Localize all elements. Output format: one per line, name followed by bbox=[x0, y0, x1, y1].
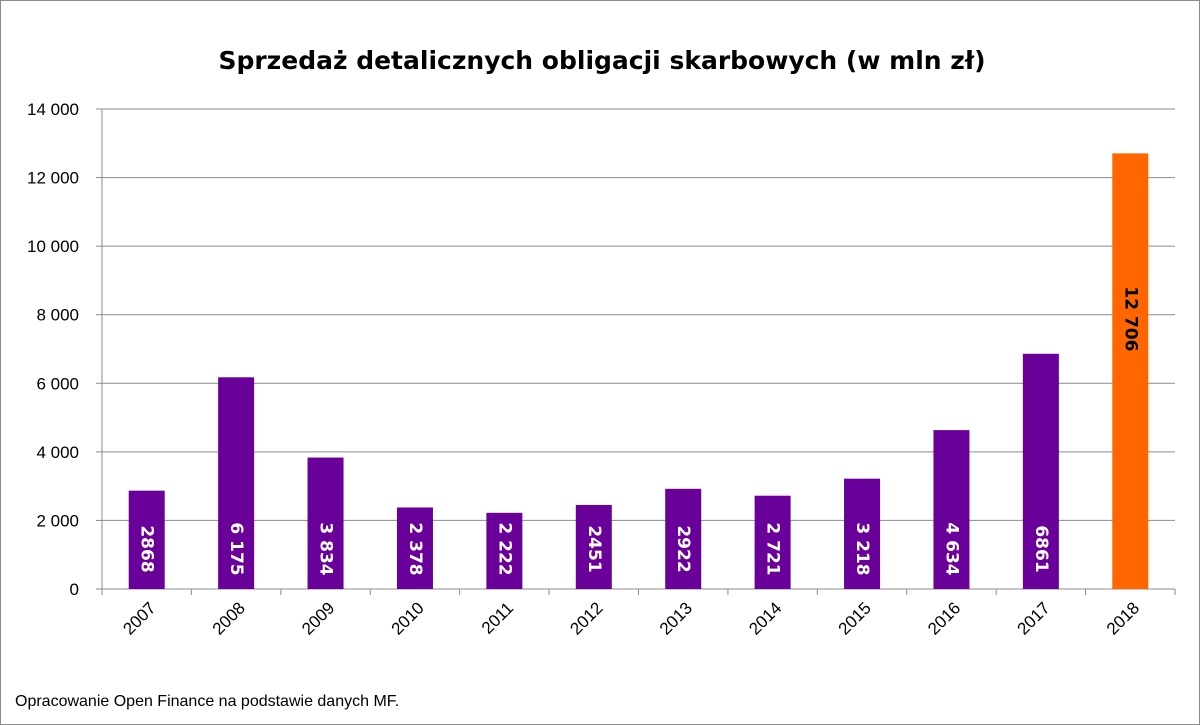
y-tick-label: 0 bbox=[70, 580, 79, 599]
data-label-2014: 2 721 bbox=[763, 522, 783, 575]
source-note: Opracowanie Open Finance na podstawie da… bbox=[15, 693, 399, 710]
y-axis-tick-labels: 0 2 000 4 000 6 000 8 000 10 000 12 000 14 000 bbox=[27, 100, 79, 599]
x-axis-tick-labels: 2007 2008 2009 2010 2011 2012 2013 2014 2015 2016… bbox=[119, 598, 1143, 638]
bar-2009 bbox=[307, 457, 344, 589]
bar-2007 bbox=[128, 490, 165, 589]
bar-2014 bbox=[754, 495, 791, 589]
bar-2008 bbox=[218, 377, 255, 589]
data-label-2008: 6 175 bbox=[226, 522, 246, 575]
chart-title: Sprzedaż detalicznych obligacji skarbowy… bbox=[218, 46, 985, 75]
gridlines bbox=[96, 108, 1176, 595]
x-tick-label: 2015 bbox=[835, 598, 875, 638]
bar-2017 bbox=[1022, 353, 1059, 589]
y-tick-label: 14 000 bbox=[27, 100, 79, 119]
x-tick-label: 2010 bbox=[388, 598, 428, 638]
bar-2013 bbox=[665, 488, 702, 589]
x-tick-label: 2011 bbox=[478, 598, 517, 637]
bar-2016 bbox=[933, 430, 970, 589]
bar-2018 bbox=[1112, 153, 1149, 589]
bars bbox=[128, 153, 1149, 589]
x-tick-label: 2012 bbox=[566, 598, 606, 638]
data-label-2018: 12 706 bbox=[1120, 286, 1140, 351]
bar-2012 bbox=[575, 504, 612, 589]
y-tick-label: 10 000 bbox=[27, 237, 79, 256]
x-tick-label: 2013 bbox=[656, 598, 696, 638]
data-label-2016: 4 634 bbox=[941, 522, 961, 575]
data-label-2013: 2922 bbox=[673, 525, 693, 572]
x-tick-label: 2008 bbox=[209, 598, 249, 638]
x-tick-label: 2017 bbox=[1014, 598, 1054, 638]
data-label-2009: 3 834 bbox=[316, 522, 336, 575]
y-tick-label: 2 000 bbox=[36, 511, 79, 530]
y-tick-label: 12 000 bbox=[27, 169, 79, 188]
bar-2010 bbox=[396, 507, 433, 589]
data-labels: 2868 6 175 3 834 2 378 2 222 2451 2922 2 721 3 2… bbox=[137, 286, 1141, 575]
bar-2011 bbox=[486, 512, 523, 589]
data-label-2010: 2 378 bbox=[405, 522, 425, 575]
data-label-2011: 2 222 bbox=[494, 522, 514, 575]
y-tick-label: 4 000 bbox=[36, 443, 79, 462]
data-label-2015: 3 218 bbox=[852, 522, 872, 575]
x-tick-label: 2009 bbox=[298, 598, 338, 638]
data-label-2012: 2451 bbox=[584, 525, 604, 572]
x-tick-label: 2018 bbox=[1103, 598, 1143, 638]
x-tick-label: 2016 bbox=[924, 598, 964, 638]
bar-2015 bbox=[844, 478, 881, 589]
data-label-2017: 6861 bbox=[1031, 525, 1051, 572]
y-tick-label: 6 000 bbox=[36, 374, 79, 393]
x-tick-label: 2007 bbox=[119, 598, 159, 638]
data-label-2007: 2868 bbox=[137, 525, 157, 572]
x-tick-label: 2014 bbox=[745, 598, 785, 638]
y-tick-label: 8 000 bbox=[36, 306, 79, 325]
